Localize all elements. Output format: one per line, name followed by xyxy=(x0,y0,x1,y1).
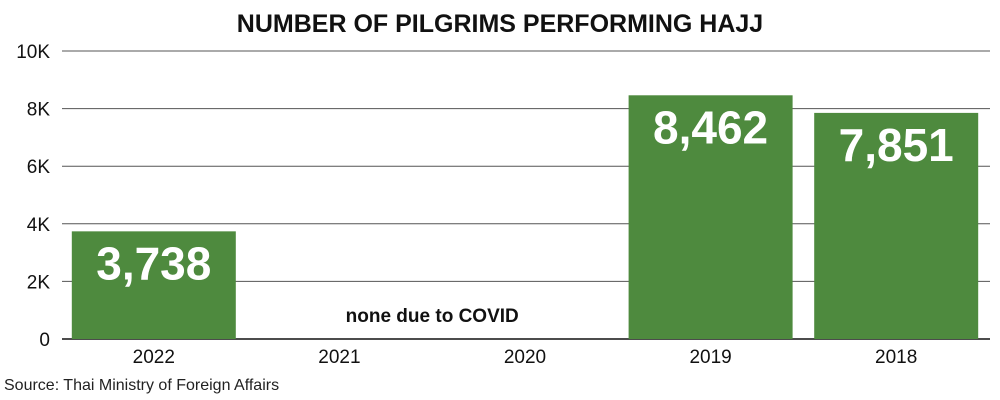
y-axis-tick-labels: 0 2K 4K 6K 8K 10K xyxy=(16,42,50,351)
x-tick-label-2020: 2020 xyxy=(504,347,546,368)
bar-label-2022: 3,738 xyxy=(96,237,211,289)
bars xyxy=(71,95,979,339)
y-tick-label: 8K xyxy=(27,100,51,121)
chart-title: NUMBER OF PILGRIMS PERFORMING HAJJ xyxy=(237,10,763,38)
y-tick-label: 10K xyxy=(16,42,50,63)
bar-2018 xyxy=(814,112,979,339)
source-note: Source: Thai Ministry of Foreign Affairs xyxy=(4,377,279,394)
covid-annotation: none due to COVID xyxy=(346,306,519,327)
bar-label-2019: 8,462 xyxy=(653,101,768,153)
x-tick-label-2018: 2018 xyxy=(875,347,917,368)
bar-label-2018: 7,851 xyxy=(839,119,954,171)
bar-2022 xyxy=(71,231,236,339)
x-tick-label-2021: 2021 xyxy=(318,347,360,368)
x-tick-label-2019: 2019 xyxy=(689,347,731,368)
x-tick-label-2022: 2022 xyxy=(133,347,175,368)
x-axis-tick-labels: 2022 2021 2020 2019 2018 xyxy=(133,347,918,368)
y-tick-label: 4K xyxy=(27,215,51,236)
y-tick-label: 2K xyxy=(27,272,51,293)
y-tick-label: 6K xyxy=(27,157,51,178)
bar-2019 xyxy=(628,95,793,339)
bar-data-labels: 3,738 8,462 7,851 xyxy=(96,101,954,289)
y-tick-label: 0 xyxy=(39,330,50,351)
